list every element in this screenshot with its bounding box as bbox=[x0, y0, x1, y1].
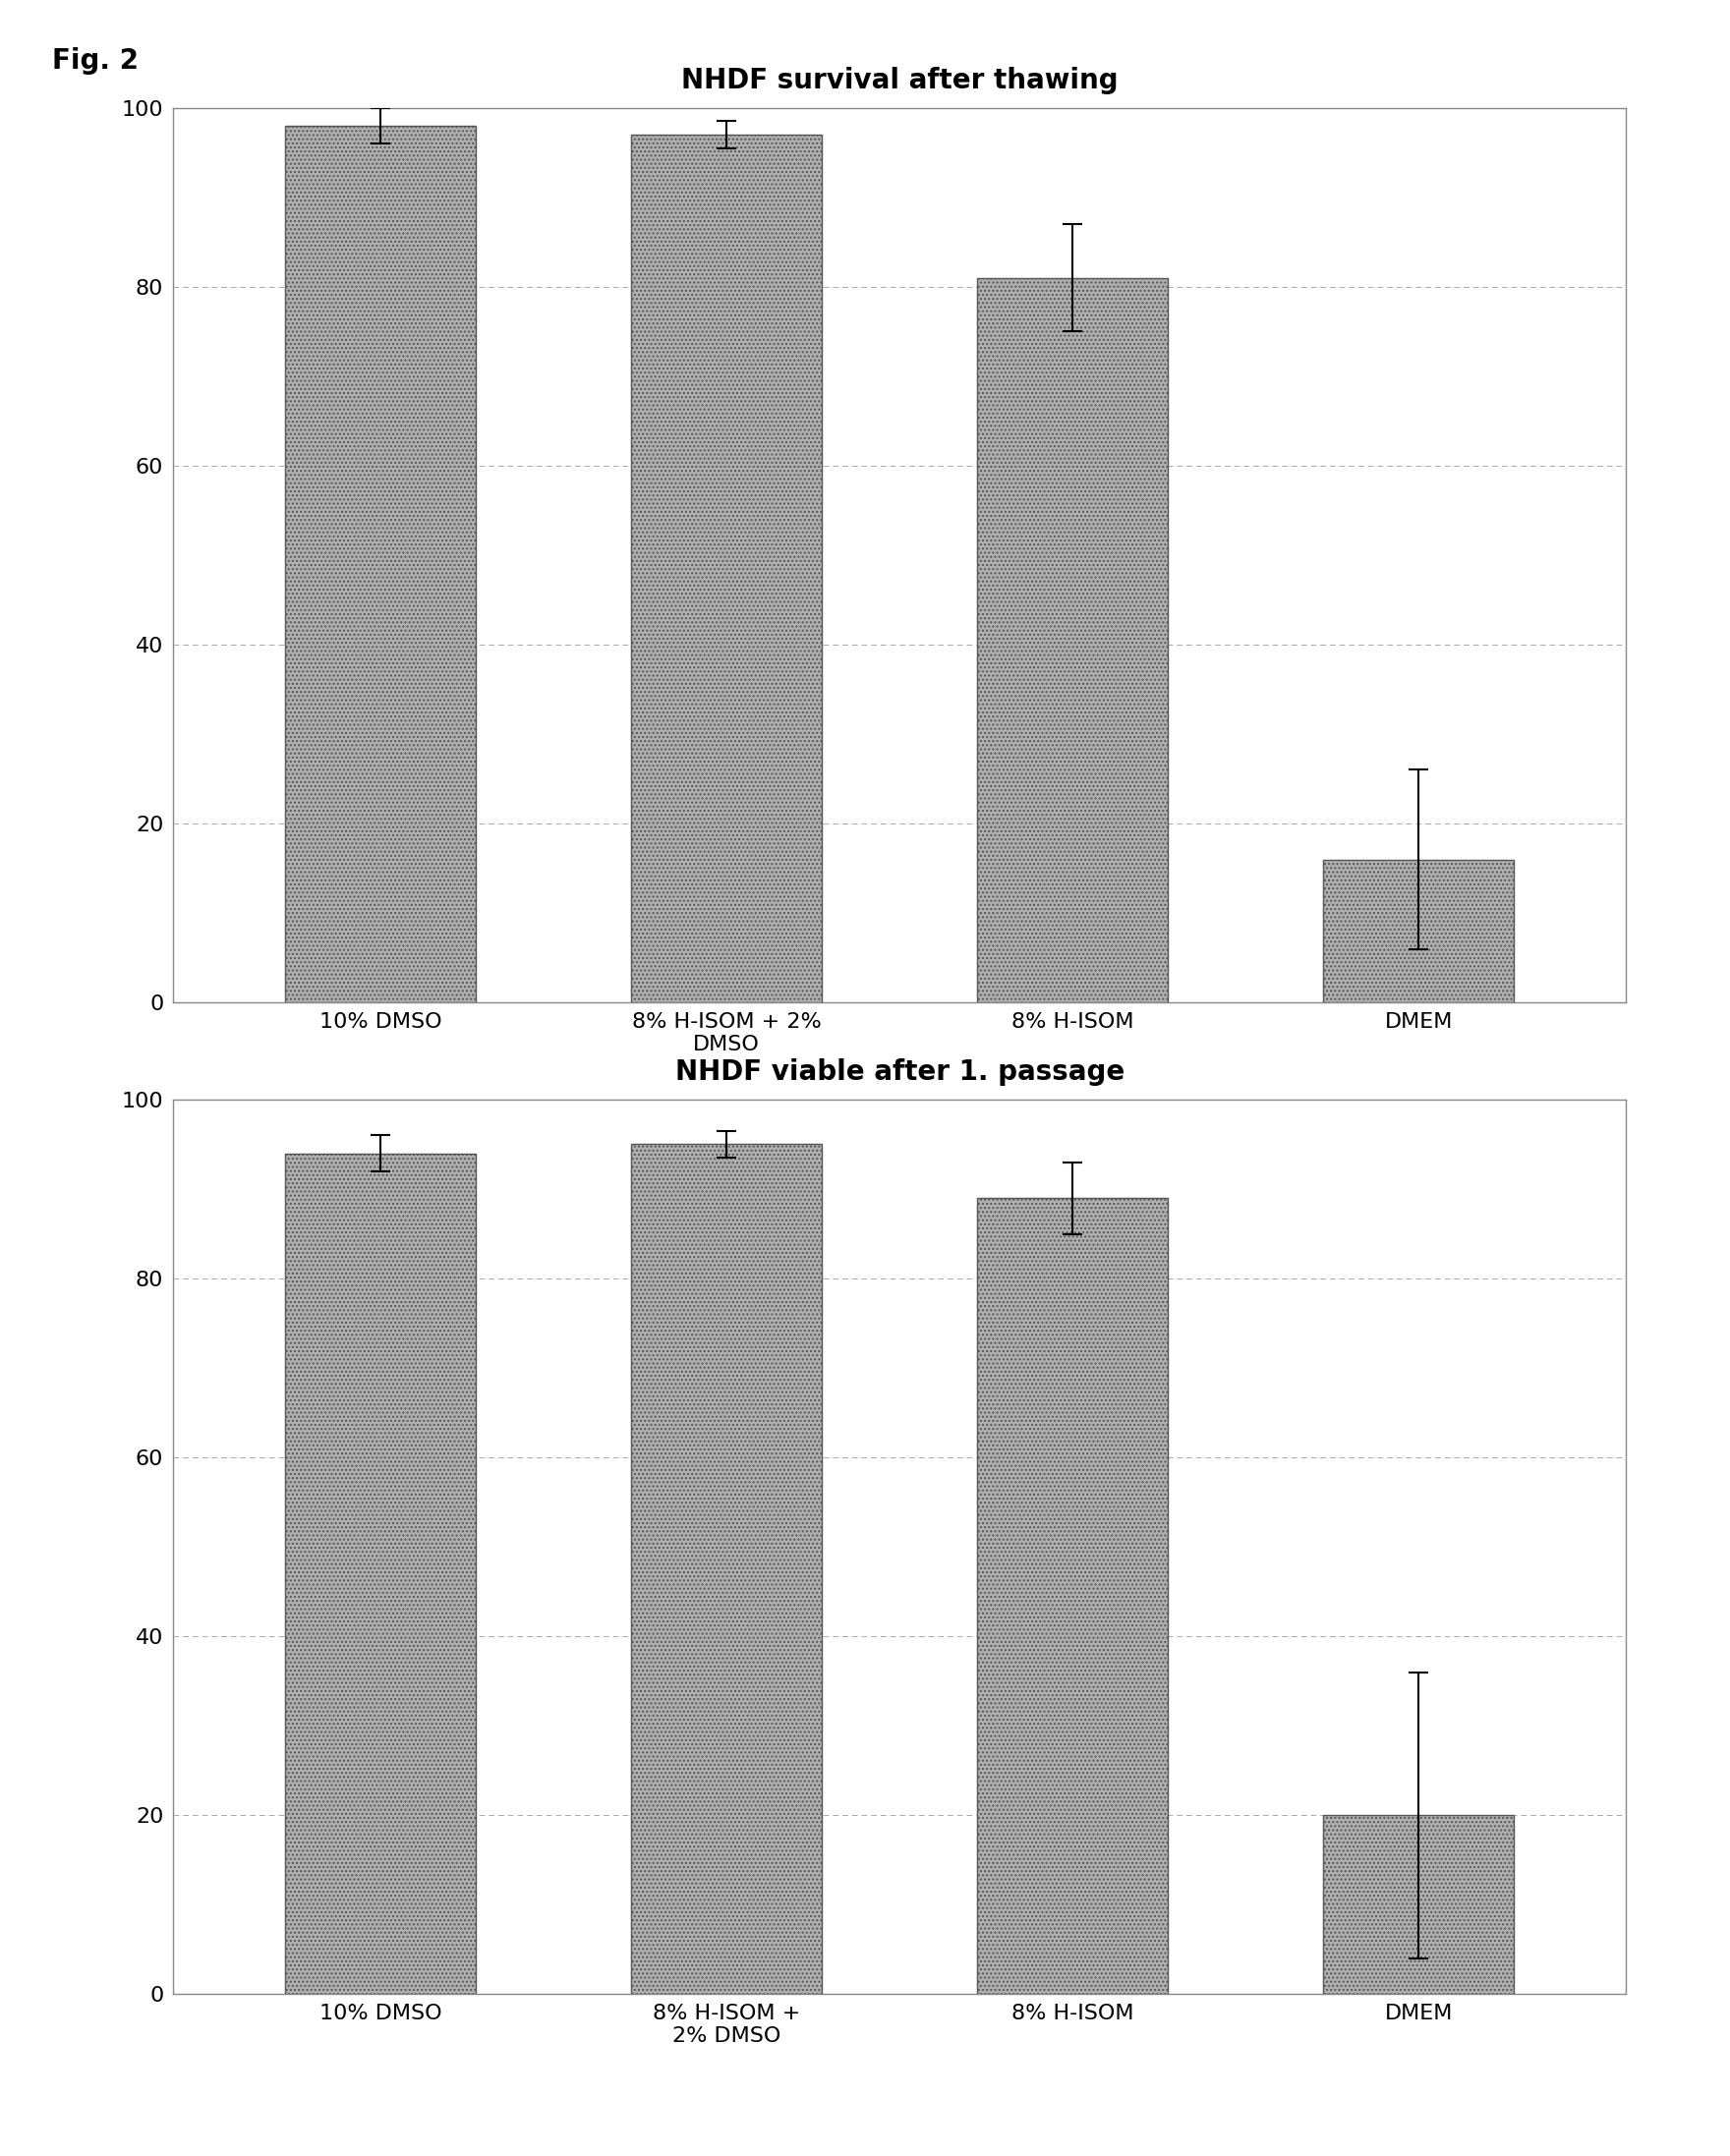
Bar bbox=[1323, 860, 1514, 1003]
Bar bbox=[1323, 1815, 1514, 1994]
Bar bbox=[285, 1153, 476, 1994]
Bar bbox=[285, 125, 476, 1003]
Bar bbox=[631, 1145, 822, 1994]
Bar bbox=[631, 134, 822, 1003]
Text: Fig. 2: Fig. 2 bbox=[52, 47, 138, 75]
Title: NHDF survival after thawing: NHDF survival after thawing bbox=[682, 67, 1118, 95]
Title: NHDF viable after 1. passage: NHDF viable after 1. passage bbox=[675, 1059, 1124, 1087]
Bar bbox=[977, 1199, 1168, 1994]
Bar bbox=[977, 278, 1168, 1003]
